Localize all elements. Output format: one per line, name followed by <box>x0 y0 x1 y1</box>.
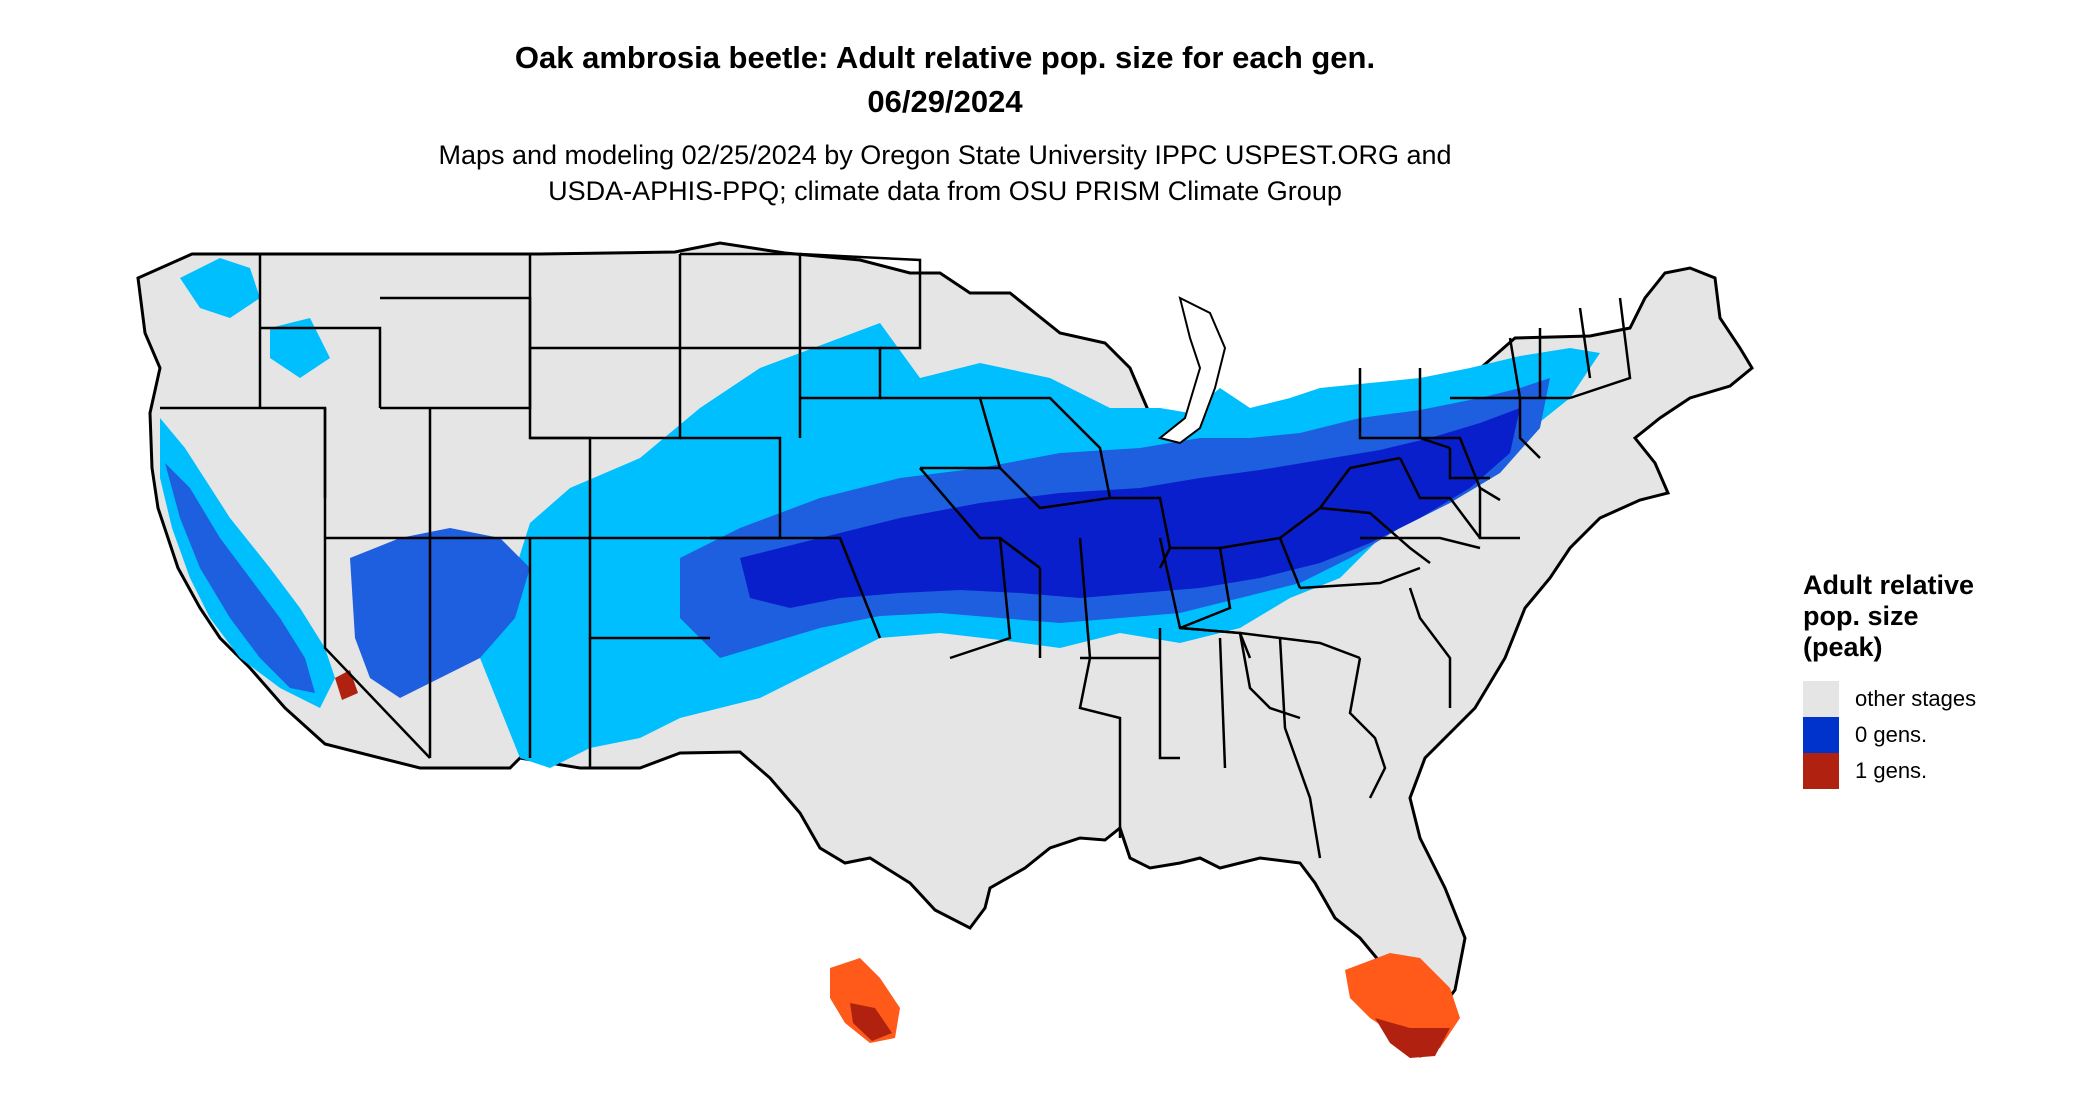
map-date: 06/29/2024 <box>867 84 1023 119</box>
legend-title: Adult relative pop. size (peak) <box>1803 570 1976 663</box>
legend-title-line-2: pop. size <box>1803 601 1919 631</box>
map-credit-line-2: USDA-APHIS-PPQ; climate data from OSU PR… <box>548 176 1342 206</box>
zone-west-light <box>160 418 335 708</box>
map-credit-line-1: Maps and modeling 02/25/2024 by Oregon S… <box>438 140 1452 170</box>
legend-title-line-3: (peak) <box>1803 632 1883 662</box>
legend-swatch-0-gens <box>1803 717 1839 753</box>
zone-california-blue <box>165 463 315 693</box>
legend-label: 1 gens. <box>1855 758 1928 783</box>
legend-item: 1 gens. <box>1803 753 1976 789</box>
zone-dark-blue <box>740 408 1520 608</box>
state-borders <box>160 252 1632 859</box>
zone-texas-darkred <box>850 1003 892 1041</box>
legend-label: other stages <box>1855 686 1977 711</box>
legend-title-line-1: Adult relative <box>1803 570 1975 600</box>
zone-florida-darkred <box>1375 1018 1450 1058</box>
zone-southwest-blue <box>350 528 530 698</box>
legend: Adult relative pop. size (peak) other st… <box>1803 570 1976 789</box>
us-map <box>136 241 1754 1058</box>
great-lakes <box>1157 296 1227 445</box>
zone-idaho-blue <box>270 318 330 378</box>
map-title: Oak ambrosia beetle: Adult relative pop.… <box>514 40 1376 75</box>
legend-item: 0 gens. <box>1803 717 1976 753</box>
legend-item: other stages <box>1803 681 1976 717</box>
legend-swatch-1-gens <box>1803 753 1839 789</box>
legend-label: 0 gens. <box>1855 722 1928 747</box>
zone-northwest-blue <box>180 258 260 318</box>
legend-swatch-other <box>1803 681 1839 717</box>
